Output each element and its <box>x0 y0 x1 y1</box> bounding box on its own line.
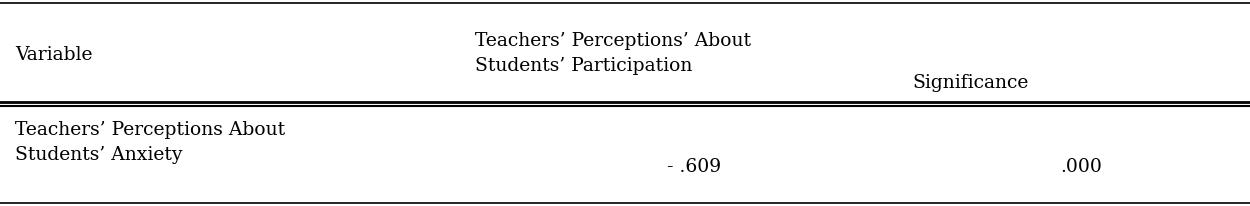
Text: Teachers’ Perceptions About
Students’ Anxiety: Teachers’ Perceptions About Students’ An… <box>15 121 285 164</box>
Text: Significance: Significance <box>912 74 1029 92</box>
Text: - .609: - .609 <box>666 158 721 176</box>
Text: Teachers’ Perceptions’ About
Students’ Participation: Teachers’ Perceptions’ About Students’ P… <box>475 32 751 75</box>
Text: .000: .000 <box>1060 158 1102 176</box>
Text: Variable: Variable <box>15 46 92 64</box>
